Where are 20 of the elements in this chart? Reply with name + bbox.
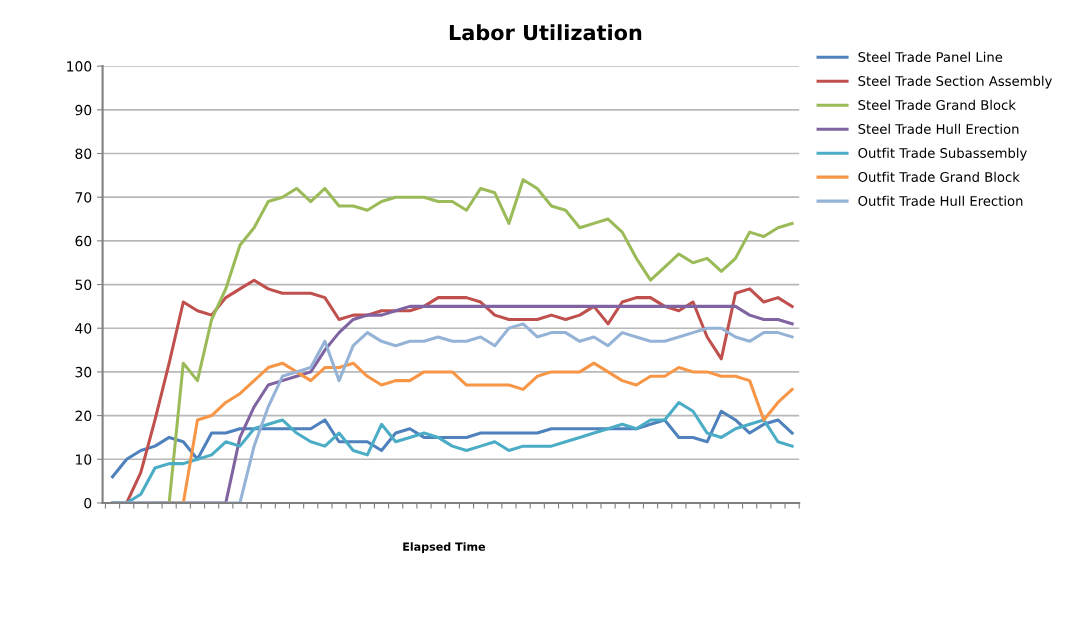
y-tick-label: 30 [75,366,92,378]
legend-label: Steel Trade Section Assembly [858,75,1052,89]
y-tick-label: 60 [75,235,92,247]
y-tick-label: 40 [75,323,92,334]
chart-title: Labor Utilization [449,24,642,41]
y-tick-label: 100 [67,61,92,72]
legend-label: Steel Trade Hull Erection [858,123,1019,134]
legend-label: Steel Trade Panel Line [858,51,1003,63]
y-tick-label: 0 [84,497,92,509]
y-tick-label: 10 [76,454,92,465]
y-tick-label: 20 [75,410,92,422]
x-axis-title: Elapsed Time [403,542,486,554]
legend-label: Outfit Trade Subassembly [858,147,1027,161]
y-tick-label: 50 [75,279,92,291]
y-tick-label: 70 [75,192,92,203]
y-tick-label: 90 [75,104,92,116]
legend-label: Outfit Trade Hull Erection [858,195,1023,206]
legend-label: Steel Trade Grand Block [858,99,1016,110]
y-tick-label: 80 [75,148,92,159]
legend-label: Outfit Trade Grand Block [858,171,1020,182]
